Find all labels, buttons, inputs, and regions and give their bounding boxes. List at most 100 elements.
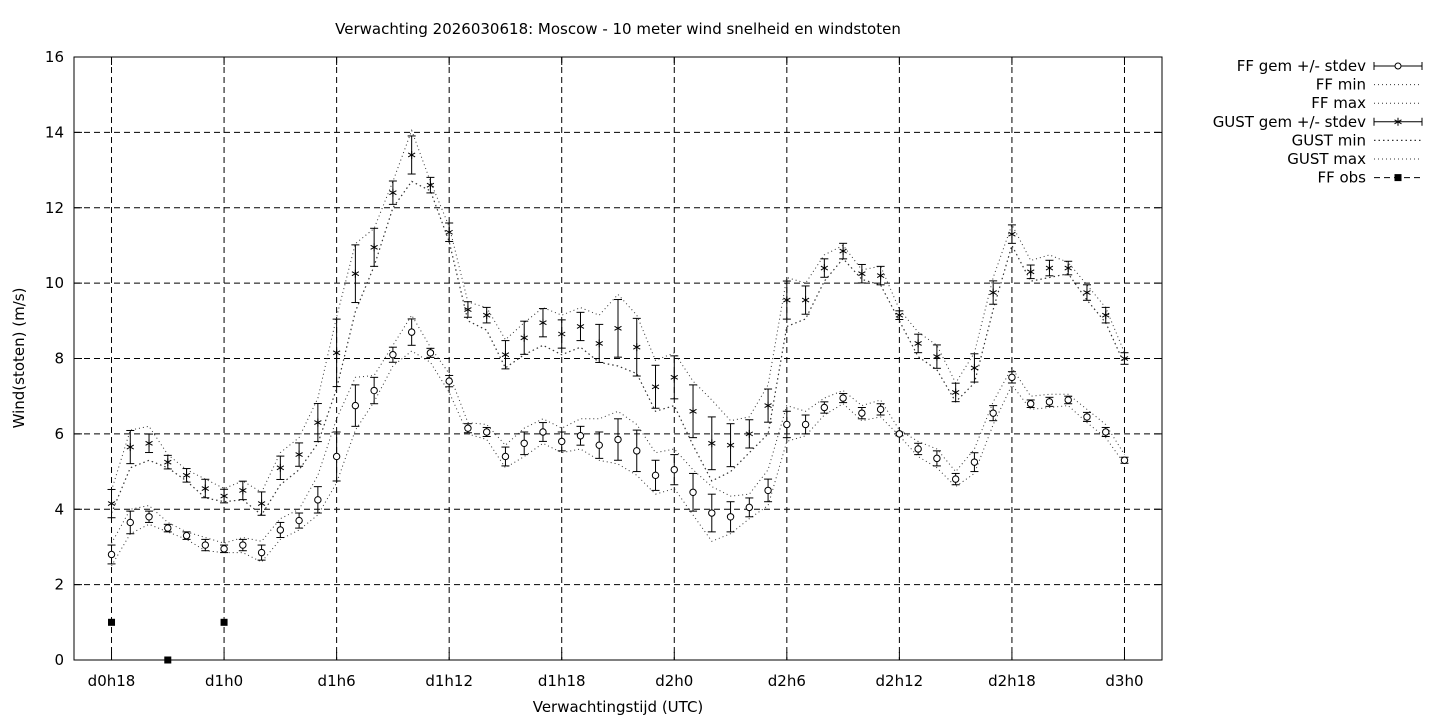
ff-mean-point xyxy=(595,441,603,449)
gust-mean-point xyxy=(126,443,135,452)
legend-item: FF gem +/- stdev xyxy=(1237,57,1423,75)
ff-mean-point xyxy=(633,447,641,455)
gust-mean-point xyxy=(633,343,641,352)
x-tick-label: d2h0 xyxy=(655,672,693,690)
gust-mean-point xyxy=(145,439,153,448)
y-tick-label: 4 xyxy=(54,500,64,518)
gust-mean-point xyxy=(595,339,603,348)
ff-mean-point xyxy=(407,328,416,336)
chart-title: Verwachting 2026030618: Moscow - 10 mete… xyxy=(335,20,901,38)
gust-mean-point xyxy=(407,150,416,159)
star-stroke xyxy=(1045,265,1054,271)
gust-mean-point xyxy=(708,439,716,448)
gust-mean-point xyxy=(745,429,754,438)
star-stroke xyxy=(257,501,266,507)
gust-mean-point xyxy=(614,324,622,333)
ff-mean-point xyxy=(276,526,285,534)
star-stroke xyxy=(801,297,810,303)
ff-mean-point xyxy=(576,432,585,440)
star-stroke xyxy=(1101,312,1110,318)
gust-mean-point xyxy=(839,247,847,256)
star-stroke xyxy=(164,459,172,465)
gust-mean-point xyxy=(426,181,435,190)
gust-mean-point xyxy=(914,339,922,348)
star-stroke xyxy=(576,324,585,329)
legend-item: FF max xyxy=(1311,94,1422,112)
gust-mean-point xyxy=(820,264,829,273)
ff-mean-point xyxy=(464,424,472,432)
star-stroke xyxy=(970,365,979,371)
star-stroke xyxy=(539,320,547,326)
legend-item: FF obs xyxy=(1317,169,1422,187)
ff-mean-point xyxy=(239,541,247,549)
gust-mean-point xyxy=(801,296,810,305)
ff-mean-point xyxy=(1102,428,1110,436)
gust-mean-point xyxy=(1120,354,1129,363)
gust-mean-point xyxy=(445,228,453,237)
star-stroke xyxy=(726,442,735,448)
ff-mean-point xyxy=(445,377,453,385)
star-stroke xyxy=(1083,290,1091,295)
star-stroke xyxy=(295,452,303,458)
star-stroke xyxy=(314,420,322,426)
ff-mean-point xyxy=(820,403,829,412)
ff-mean-point xyxy=(764,486,772,495)
ff-mean-point xyxy=(539,428,547,436)
star-stroke xyxy=(332,350,341,356)
ff-mean-point xyxy=(614,435,622,444)
legend-marker xyxy=(1394,62,1402,70)
star-stroke xyxy=(351,271,360,277)
gust-mean-point xyxy=(895,311,904,320)
star-stroke xyxy=(445,229,453,235)
gust-mean-point xyxy=(164,458,172,467)
ff-mean-point xyxy=(951,475,960,483)
star-stroke xyxy=(858,271,866,277)
star-stroke xyxy=(614,325,622,331)
ff-mean-point xyxy=(1008,373,1016,382)
ff-mean-point xyxy=(783,420,791,429)
gust-mean-point xyxy=(482,311,491,320)
gust-mean-point xyxy=(576,322,585,331)
series-layer xyxy=(107,129,1129,664)
x-tick-label: d1h18 xyxy=(538,672,586,690)
x-tick-label: d1h0 xyxy=(205,672,243,690)
star-stroke xyxy=(482,312,491,318)
star-stroke xyxy=(501,352,510,358)
gust-mean-point xyxy=(933,352,941,361)
gust-mean-point xyxy=(389,188,397,197)
ff-obs-point xyxy=(220,618,228,626)
gust-mean-point xyxy=(295,450,303,459)
ff-mean-point xyxy=(126,518,134,527)
star-stroke xyxy=(426,182,435,188)
star-stroke xyxy=(1026,269,1035,275)
gust-mean-point xyxy=(689,407,697,416)
gust-mean-point xyxy=(107,499,116,508)
x-tick-label: d2h12 xyxy=(876,672,924,690)
star-stroke xyxy=(820,265,829,271)
legend-label: GUST max xyxy=(1287,150,1366,168)
ff-mean-point xyxy=(220,545,228,553)
ff-obs-point xyxy=(108,618,116,626)
star-stroke xyxy=(764,403,772,409)
star-stroke xyxy=(1008,231,1016,237)
ff-mean-point xyxy=(182,531,191,540)
gust-mean-point xyxy=(1064,264,1072,273)
star-stroke xyxy=(633,344,641,350)
star-stroke xyxy=(557,331,566,337)
ff-mean-point xyxy=(708,509,716,517)
star-stroke xyxy=(107,501,116,507)
axis-layer: 0 2 4 6 8 10 12 14 16 d0h18 d1h0 d1h6 d1h12 d1h18 d2h0… xyxy=(45,48,1162,690)
legend-label: FF max xyxy=(1311,94,1366,112)
ff-mean-point xyxy=(745,503,754,512)
ff-mean-point xyxy=(1083,413,1091,421)
star-stroke xyxy=(126,444,135,450)
gust-mean-point xyxy=(1045,264,1054,273)
ff-mean-point xyxy=(520,439,528,447)
ff-mean-point xyxy=(107,550,116,559)
star-stroke xyxy=(839,248,847,254)
gust-mean-point xyxy=(557,330,566,339)
y-tick-label: 2 xyxy=(54,576,64,594)
star-stroke xyxy=(895,312,904,318)
